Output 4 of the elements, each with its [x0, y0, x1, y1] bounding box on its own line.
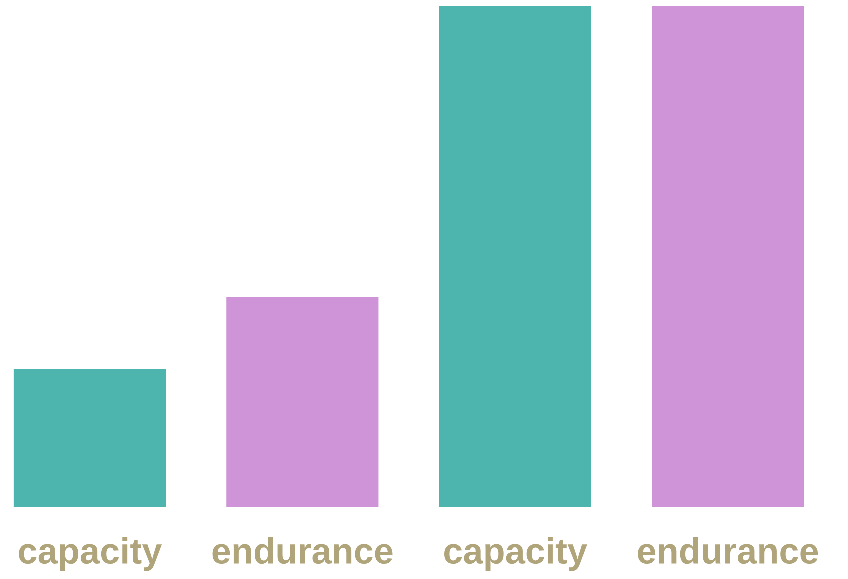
- x-tick-label: endurance: [638, 538, 818, 564]
- x-tick-label: capacity: [19, 538, 162, 572]
- x-tick-label: endurance: [212, 538, 393, 564]
- x-tick-label: capacity: [444, 538, 588, 572]
